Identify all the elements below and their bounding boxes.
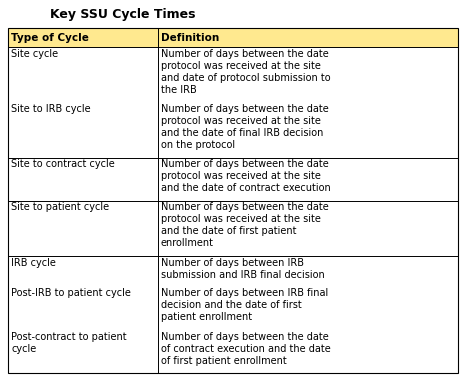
Text: Number of days between the date
protocol was received at the site
and the date o: Number of days between the date protocol… — [161, 202, 329, 248]
Text: Key SSU Cycle Times: Key SSU Cycle Times — [50, 8, 196, 21]
Bar — [158, 330, 458, 373]
Bar — [158, 256, 458, 287]
Text: Number of days between the date
protocol was received at the site
and date of pr: Number of days between the date protocol… — [161, 49, 330, 95]
Bar — [158, 201, 458, 256]
Text: Definition: Definition — [161, 32, 219, 43]
Bar — [8, 287, 158, 330]
Text: Number of days between the date
protocol was received at the site
and the date o: Number of days between the date protocol… — [161, 159, 330, 193]
Bar — [158, 158, 458, 201]
Text: Number of days between IRB
submission and IRB final decision: Number of days between IRB submission an… — [161, 257, 325, 280]
Bar — [158, 287, 458, 330]
Text: Number of days between the date
of contract execution and the date
of first pati: Number of days between the date of contr… — [161, 331, 330, 366]
Bar — [8, 158, 158, 201]
Text: Post-contract to patient
cycle: Post-contract to patient cycle — [11, 331, 127, 354]
Bar — [8, 47, 158, 103]
Text: Site to patient cycle: Site to patient cycle — [11, 202, 109, 212]
Bar — [158, 103, 458, 158]
Text: IRB cycle: IRB cycle — [11, 257, 56, 268]
Bar — [8, 201, 158, 256]
Bar — [158, 47, 458, 103]
Text: Post-IRB to patient cycle: Post-IRB to patient cycle — [11, 288, 131, 299]
Text: Site to IRB cycle: Site to IRB cycle — [11, 104, 91, 114]
Text: Number of days between IRB final
decision and the date of first
patient enrollme: Number of days between IRB final decisio… — [161, 288, 328, 322]
Text: Site to contract cycle: Site to contract cycle — [11, 159, 115, 169]
Bar — [8, 330, 158, 373]
Bar — [8, 28, 158, 47]
Text: Type of Cycle: Type of Cycle — [11, 32, 89, 43]
Bar — [8, 103, 158, 158]
Bar — [158, 28, 458, 47]
Bar — [8, 256, 158, 287]
Text: Number of days between the date
protocol was received at the site
and the date o: Number of days between the date protocol… — [161, 104, 329, 150]
Text: Site cycle: Site cycle — [11, 49, 58, 59]
